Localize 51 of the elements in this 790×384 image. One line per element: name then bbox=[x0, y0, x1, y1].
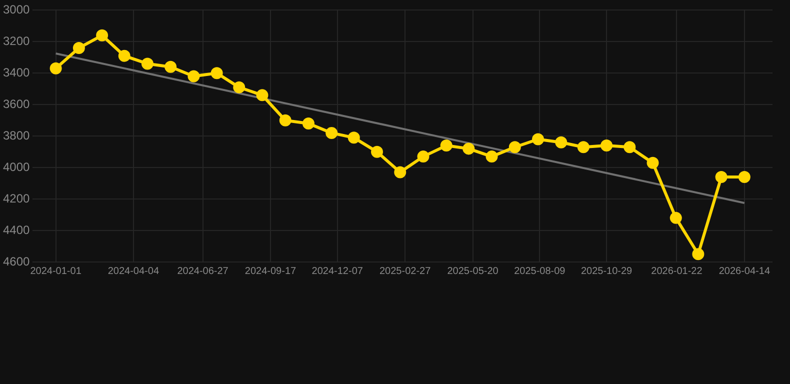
y-tick-label: 4000 bbox=[2, 160, 30, 174]
point bbox=[371, 146, 383, 158]
point bbox=[302, 118, 314, 130]
x-tick-label: 2024-09-17 bbox=[244, 266, 296, 277]
point bbox=[96, 29, 108, 42]
point bbox=[624, 141, 636, 154]
y-tick-label: 3200 bbox=[2, 34, 30, 48]
x-tick-label: 2026-01-22 bbox=[651, 266, 703, 277]
point bbox=[532, 133, 544, 146]
y-tick-label: 4600 bbox=[2, 254, 30, 268]
y-tick-label: 4200 bbox=[2, 191, 30, 206]
x-tick-label: 2025-05-20 bbox=[447, 266, 499, 277]
x-tick-label: 2025-10-29 bbox=[580, 266, 633, 277]
point bbox=[164, 60, 177, 73]
y-tick-label: 3600 bbox=[2, 96, 30, 111]
point bbox=[394, 166, 406, 178]
point bbox=[715, 171, 728, 184]
point bbox=[555, 136, 568, 148]
point bbox=[738, 171, 750, 184]
point bbox=[141, 58, 154, 70]
point bbox=[348, 132, 360, 144]
point bbox=[600, 140, 613, 152]
point bbox=[646, 156, 659, 169]
y-tick-label: 4400 bbox=[2, 222, 30, 237]
x-tick-label: 2025-08-09 bbox=[514, 266, 566, 277]
point bbox=[486, 150, 498, 163]
point bbox=[118, 50, 130, 62]
point bbox=[692, 248, 704, 260]
point bbox=[233, 81, 246, 94]
x-tick-label: 2024-12-07 bbox=[312, 266, 364, 277]
point bbox=[50, 62, 62, 74]
point bbox=[670, 212, 682, 224]
point bbox=[417, 150, 430, 163]
point bbox=[72, 42, 85, 54]
point bbox=[326, 126, 338, 139]
x-tick-label: 2024-04-04 bbox=[108, 266, 160, 277]
point bbox=[508, 141, 521, 154]
point bbox=[188, 70, 200, 82]
x-tick-label: 2024-06-27 bbox=[177, 266, 229, 277]
x-tick-label: 2024-01-01 bbox=[30, 266, 82, 277]
x-tick-label: 2025-02-27 bbox=[379, 266, 432, 277]
point bbox=[577, 141, 590, 154]
point bbox=[279, 114, 292, 126]
point bbox=[462, 142, 475, 155]
y-tick-label: 3400 bbox=[2, 65, 30, 80]
y-tick-label: 3800 bbox=[2, 128, 30, 142]
y-tick-label: 3000 bbox=[2, 2, 30, 17]
x-tick-label: 2026-04-14 bbox=[718, 266, 770, 277]
point bbox=[440, 140, 452, 152]
point bbox=[210, 67, 223, 80]
point bbox=[256, 89, 268, 102]
